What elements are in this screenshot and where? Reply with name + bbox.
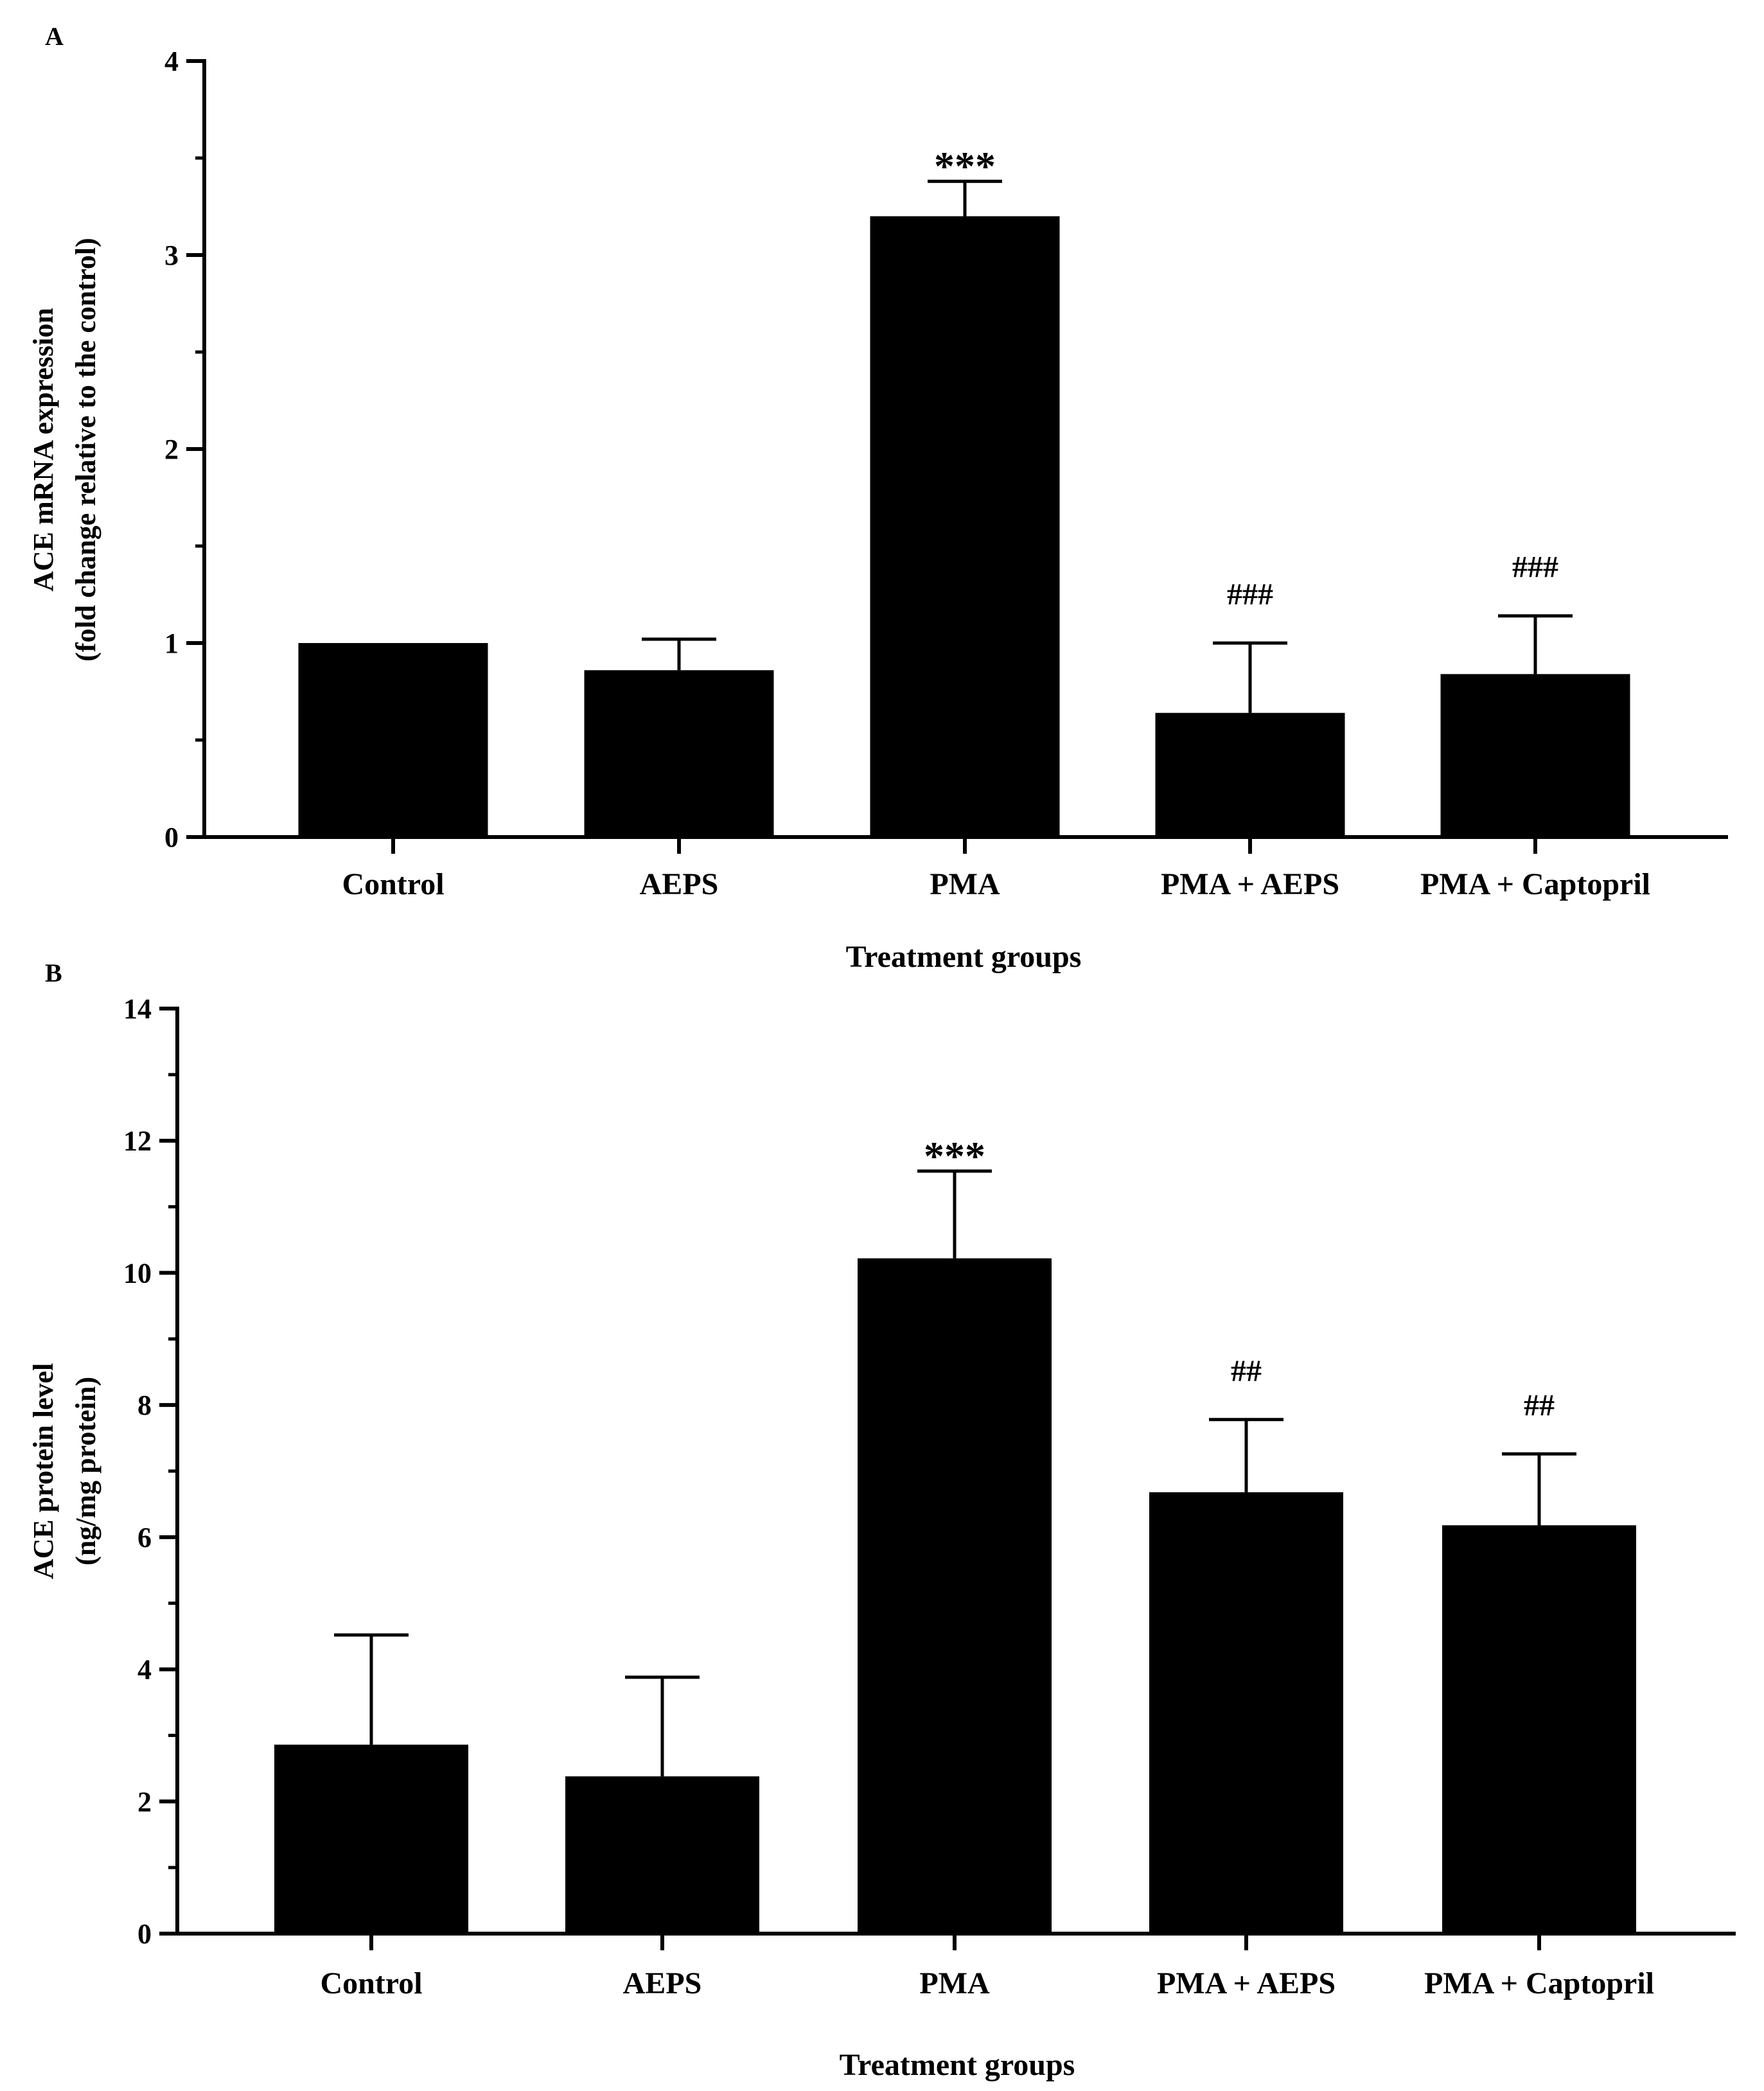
panel-a-label: A xyxy=(45,22,64,51)
panel-a-ytick-label-4: 4 xyxy=(164,46,179,77)
panel-b-annotation-2: *** xyxy=(924,1133,985,1179)
panel-b-ytick-label-4: 8 xyxy=(137,1390,152,1421)
panel-a-bar-1 xyxy=(584,670,774,837)
panel-a-annotation-2: *** xyxy=(934,143,996,189)
panel-a: A ACE mRNA expression (fold change relat… xyxy=(28,22,1728,974)
panel-b-ytick-label-1: 2 xyxy=(137,1786,152,1817)
panel-b-xlabel: Treatment groups xyxy=(840,2048,1075,2082)
panel-b-ytick-label-2: 4 xyxy=(137,1654,152,1686)
panel-a-xtick-label-0: Control xyxy=(342,867,444,901)
panel-a-xtick-label-3: PMA + AEPS xyxy=(1161,867,1339,901)
panel-a-ytick-label-0: 0 xyxy=(164,822,179,853)
panel-b-xtick-label-4: PMA + Captopril xyxy=(1424,1966,1654,2000)
panel-b-xtick-label-1: AEPS xyxy=(623,1966,702,2000)
panel-b-annotation-3: ## xyxy=(1231,1354,1262,1388)
panel-b-bar-2 xyxy=(858,1258,1052,1934)
panel-a-annotation-4: ### xyxy=(1512,551,1558,585)
panel-b-ytick-label-6: 12 xyxy=(123,1125,152,1157)
panel-a-xlabel: Treatment groups xyxy=(846,940,1082,974)
panel-a-xtick-label-2: PMA xyxy=(930,867,1000,901)
panel-b: B ACE protein level (ng/mg protein) Trea… xyxy=(28,958,1736,2082)
panel-a-ylabel-line2: (fold change relative to the control) xyxy=(70,238,101,661)
panel-a-bar-3 xyxy=(1155,712,1345,837)
panel-a-bar-0 xyxy=(298,643,488,837)
panel-b-ytick-label-0: 0 xyxy=(137,1918,152,1950)
panel-b-xtick-label-3: PMA + AEPS xyxy=(1157,1966,1336,2000)
panel-b-label: B xyxy=(45,958,62,987)
panel-b-ytick-label-7: 14 xyxy=(123,993,152,1025)
panel-b-bar-0 xyxy=(274,1744,468,1934)
panel-a-annotation-3: ### xyxy=(1227,578,1273,612)
panel-a-bar-4 xyxy=(1440,674,1630,837)
panel-a-xtick-label-4: PMA + Captopril xyxy=(1420,867,1650,901)
panel-b-xtick-label-2: PMA xyxy=(919,1966,990,2000)
panel-a-xtick-label-1: AEPS xyxy=(640,867,719,901)
panel-a-ytick-label-3: 3 xyxy=(164,240,179,271)
panel-b-ytick-label-5: 10 xyxy=(123,1257,152,1289)
panel-b-bar-1 xyxy=(565,1776,759,1934)
panel-b-ylabel-line1: ACE protein level xyxy=(28,1363,59,1580)
panel-a-ytick-label-1: 1 xyxy=(164,628,179,659)
panel-b-annotation-4: ## xyxy=(1524,1388,1555,1422)
panel-a-bar-2 xyxy=(870,216,1060,838)
panel-b-bar-4 xyxy=(1442,1525,1636,1934)
panel-a-ytick-label-2: 2 xyxy=(164,434,179,465)
panel-b-bar-3 xyxy=(1149,1492,1343,1934)
panel-b-ytick-label-3: 6 xyxy=(137,1522,152,1553)
panel-a-ylabel-line1: ACE mRNA expression xyxy=(28,308,59,592)
panel-b-xtick-label-0: Control xyxy=(320,1966,422,2000)
panel-b-ylabel-line2: (ng/mg protein) xyxy=(70,1377,101,1566)
